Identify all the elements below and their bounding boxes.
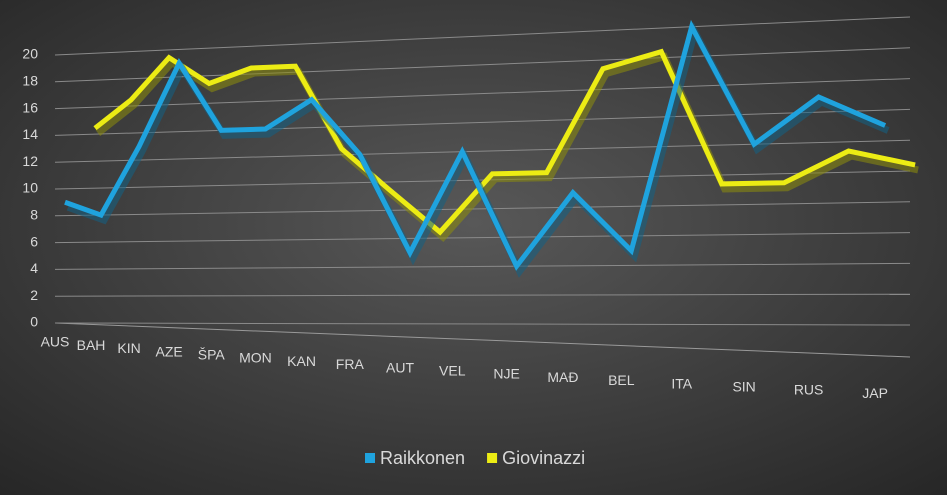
legend-swatch <box>487 453 498 463</box>
legend-label: Giovinazzi <box>502 448 585 468</box>
grid-line <box>54 322 911 326</box>
legend-swatch <box>365 453 375 463</box>
y-tick-label: 16 <box>22 99 38 115</box>
x-tick-label: ITA <box>671 375 692 391</box>
grid-line <box>54 16 911 56</box>
grid-line <box>54 108 911 136</box>
x-tick-label: MON <box>239 350 272 366</box>
grid-line <box>54 293 911 297</box>
x-tick-label: FRA <box>336 356 365 372</box>
y-tick-label: 14 <box>22 126 38 142</box>
y-tick-label: 12 <box>22 153 38 169</box>
grid-line <box>54 232 911 244</box>
line-shadow <box>95 52 919 242</box>
x-tick-label: AUT <box>386 359 414 375</box>
x-tick-label: KIN <box>117 340 140 356</box>
x-tick-label: JAP <box>862 385 888 401</box>
x-tick-label: AZE <box>156 343 183 359</box>
legend-label: Raikkonen <box>380 448 465 468</box>
x-tick-label: KAN <box>287 353 316 369</box>
x-tick-label: MAĐ <box>547 369 578 385</box>
grid-line <box>54 262 911 270</box>
y-tick-label: 10 <box>22 180 38 196</box>
x-tick-label: NJE <box>493 366 519 382</box>
x-tick-label: VEL <box>439 363 466 379</box>
grid-line <box>54 170 911 190</box>
line <box>93 48 916 236</box>
floor-edge <box>54 322 911 358</box>
y-tick-label: 18 <box>22 73 38 89</box>
x-tick-label: BAH <box>77 337 106 353</box>
x-tick-label: RUS <box>794 382 824 398</box>
line <box>64 19 887 271</box>
y-tick-label: 6 <box>30 233 38 249</box>
grid-line <box>54 78 911 110</box>
y-tick-label: 8 <box>30 207 38 223</box>
y-tick-label: 2 <box>30 287 38 303</box>
y-tick-label: 4 <box>30 260 38 276</box>
x-tick-label: BEL <box>608 372 635 388</box>
grid-line <box>54 201 911 217</box>
legend: Raikkonen Giovinazzi <box>365 448 585 468</box>
x-tick-label: ŠPA <box>198 347 226 363</box>
y-tick-label: 0 <box>30 314 38 330</box>
x-tick-label: AUS <box>41 334 70 350</box>
y-tick-label: 20 <box>22 46 38 62</box>
x-tick-label: SIN <box>732 379 755 395</box>
